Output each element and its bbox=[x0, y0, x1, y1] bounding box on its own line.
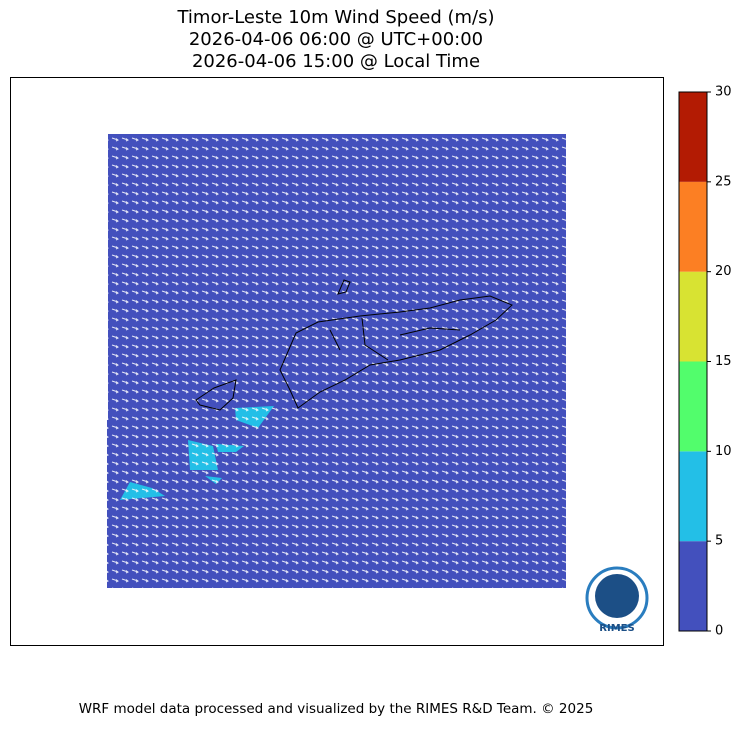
coastline bbox=[195, 279, 513, 411]
colorbar-segment bbox=[679, 541, 707, 631]
colorbar-tick-label: 15 bbox=[715, 354, 732, 369]
colorbar-segment bbox=[679, 361, 707, 452]
colorbar-tick-label: 25 bbox=[715, 174, 732, 189]
title-line: Timor-Leste 10m Wind Speed (m/s) bbox=[176, 7, 494, 28]
colorbar-segment bbox=[679, 92, 707, 182]
logo-label: RIMES bbox=[599, 623, 634, 634]
logo: RIMES bbox=[585, 566, 649, 634]
colorbar-tick-label: 10 bbox=[715, 444, 732, 459]
colorbar-tick-label: 5 bbox=[715, 534, 723, 549]
colorbar-segment bbox=[679, 271, 707, 362]
colorbar-tick-label: 30 bbox=[715, 85, 732, 100]
colorbar-segment bbox=[679, 181, 707, 272]
colorbar-tick-label: 20 bbox=[715, 264, 732, 279]
title-line: 2026-04-06 06:00 @ UTC+00:00 bbox=[189, 29, 483, 50]
colorbar-segment bbox=[679, 451, 707, 542]
colorbar-tick-label: 0 bbox=[715, 624, 723, 639]
title-line: 2026-04-06 15:00 @ Local Time bbox=[192, 51, 480, 72]
colorbar: 0 5 10 15 20 25 30 bbox=[678, 85, 732, 639]
footer: WRF model data processed and visualized … bbox=[79, 701, 594, 717]
wind-field bbox=[107, 134, 566, 588]
wind-arrows bbox=[107, 134, 566, 588]
